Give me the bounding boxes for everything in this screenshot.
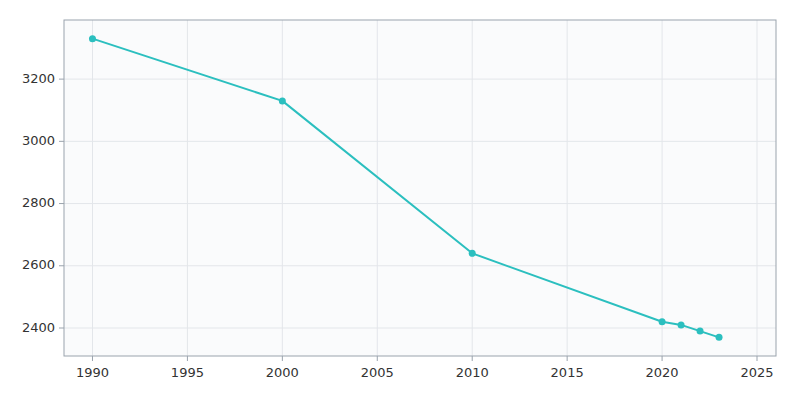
x-tick-label: 2000 <box>266 365 299 380</box>
grid-line-x <box>662 20 663 356</box>
x-tick <box>282 356 283 361</box>
point <box>697 328 704 335</box>
y-tick-label: 2400 <box>22 320 55 335</box>
x-tick <box>187 356 188 361</box>
x-tick-label: 2015 <box>551 365 584 380</box>
grid <box>64 20 776 356</box>
grid-line-x <box>282 20 283 356</box>
point <box>678 321 685 328</box>
grid-line-x <box>377 20 378 356</box>
grid-line-x <box>757 20 758 356</box>
x-tick-label: 2020 <box>646 365 679 380</box>
x-tick-label: 1995 <box>171 365 204 380</box>
point <box>89 35 96 42</box>
y-tick-label: 2800 <box>22 195 55 210</box>
y-tick <box>59 203 64 204</box>
y-tick <box>59 79 64 80</box>
grid-line-y <box>64 141 776 142</box>
grid-line-x <box>567 20 568 356</box>
line <box>92 39 719 338</box>
x-tick <box>377 356 378 361</box>
y-tick-label: 3000 <box>22 133 55 148</box>
axes: 1990 1995 2000 2005 2010 2015 2020 2025 2400 2600… <box>22 71 774 380</box>
x-tick <box>567 356 568 361</box>
point <box>469 250 476 257</box>
x-tick <box>757 356 758 361</box>
grid-line-x <box>92 20 93 356</box>
x-tick-label: 2025 <box>740 365 773 380</box>
x-tick-label: 1990 <box>76 365 109 380</box>
grid-line-y <box>64 203 776 204</box>
y-tick <box>59 265 64 266</box>
chart-container: 1990 1995 2000 2005 2010 2015 2020 2025 2400 2600… <box>0 0 800 400</box>
grid-line-y <box>64 265 776 266</box>
y-tick-label: 2600 <box>22 257 55 272</box>
series <box>89 35 723 341</box>
plot-frame <box>64 20 776 356</box>
y-tick <box>59 328 64 329</box>
point <box>279 97 286 104</box>
grid-line-y <box>64 79 776 80</box>
x-tick-label: 2010 <box>456 365 489 380</box>
x-tick <box>92 356 93 361</box>
chart: 1990 1995 2000 2005 2010 2015 2020 2025 2400 2600… <box>0 0 800 400</box>
grid-line-x <box>472 20 473 356</box>
x-tick <box>472 356 473 361</box>
grid-line-y <box>64 328 776 329</box>
x-tick <box>662 356 663 361</box>
point <box>716 334 723 341</box>
point <box>659 318 666 325</box>
y-tick-label: 3200 <box>22 71 55 86</box>
plot-area <box>64 20 776 356</box>
y-tick <box>59 141 64 142</box>
x-tick-label: 2005 <box>361 365 394 380</box>
